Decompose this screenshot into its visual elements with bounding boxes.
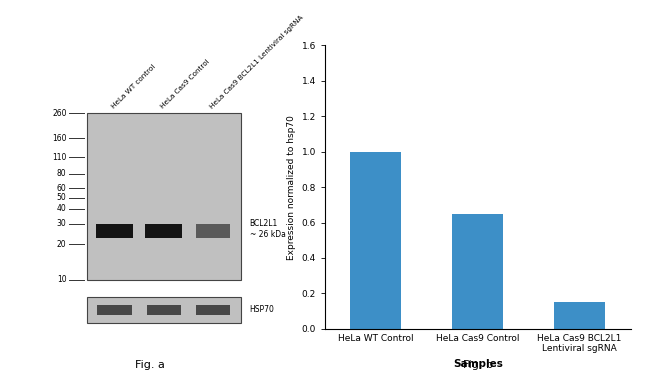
FancyBboxPatch shape [86, 113, 241, 280]
Text: HeLa Cas9 BCL2L1 Lentiviral sgRNA: HeLa Cas9 BCL2L1 Lentiviral sgRNA [209, 14, 305, 110]
Text: HSP70: HSP70 [250, 305, 274, 314]
FancyBboxPatch shape [96, 224, 133, 238]
Text: 30: 30 [57, 219, 66, 228]
Text: 110: 110 [52, 153, 66, 162]
X-axis label: Samples: Samples [453, 359, 502, 369]
Text: 20: 20 [57, 240, 66, 249]
FancyBboxPatch shape [98, 305, 131, 315]
Y-axis label: Expression normalized to hsp70: Expression normalized to hsp70 [287, 115, 296, 260]
Bar [554, 302, 605, 329]
Text: 10: 10 [57, 275, 66, 284]
Text: 160: 160 [52, 134, 66, 143]
FancyBboxPatch shape [147, 305, 181, 315]
Text: 40: 40 [57, 204, 66, 214]
Text: 260: 260 [52, 109, 66, 118]
Text: Fig. b: Fig. b [463, 361, 493, 370]
Text: 60: 60 [57, 184, 66, 193]
FancyBboxPatch shape [145, 224, 183, 238]
FancyBboxPatch shape [86, 297, 241, 323]
Bar [350, 152, 402, 329]
FancyBboxPatch shape [196, 305, 230, 315]
Bar [452, 214, 503, 329]
Text: BCL2L1
~ 26 kDa: BCL2L1 ~ 26 kDa [250, 219, 285, 239]
Text: HeLa Cas9 Control: HeLa Cas9 Control [159, 58, 211, 110]
Text: 50: 50 [57, 193, 66, 202]
Text: HeLa WT control: HeLa WT control [110, 64, 157, 110]
Text: 80: 80 [57, 169, 66, 178]
Text: Fig. a: Fig. a [135, 361, 164, 370]
FancyBboxPatch shape [196, 224, 230, 238]
